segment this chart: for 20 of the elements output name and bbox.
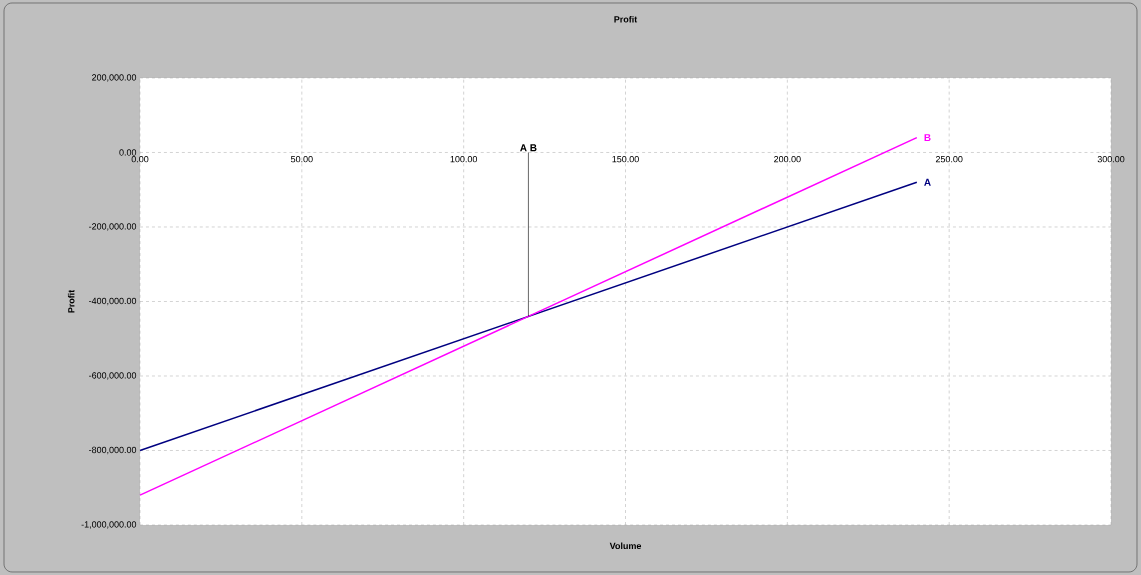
y-tick-label: 200,000.00 <box>92 74 137 82</box>
x-tick-label: 250.00 <box>935 156 963 163</box>
y-tick-label: -200,000.00 <box>89 223 137 231</box>
x-tick-label: 200.00 <box>774 156 801 163</box>
x-tick-label: 50.00 <box>290 156 313 163</box>
y-tick-label: -600,000.00 <box>89 372 137 380</box>
series-label: A B <box>520 144 537 152</box>
x-tick-label: 300.00 <box>1097 156 1125 163</box>
y-tick-label: 0.00 <box>119 149 137 156</box>
y-tick-label: -1,000,000.00 <box>81 521 137 529</box>
x-tick-label: 150.00 <box>612 156 639 163</box>
x-tick-label: 0.00 <box>131 156 149 163</box>
y-tick-label: -800,000.00 <box>89 446 137 455</box>
chart-title: Profit <box>614 15 638 23</box>
x-tick-label: 100.00 <box>450 156 478 163</box>
y-tick-label: -400,000.00 <box>89 297 137 306</box>
series-label: A <box>924 178 931 186</box>
y-axis-title: Profit <box>67 289 75 313</box>
x-axis-title: Volume <box>609 542 642 550</box>
series-label: B <box>924 134 931 142</box>
